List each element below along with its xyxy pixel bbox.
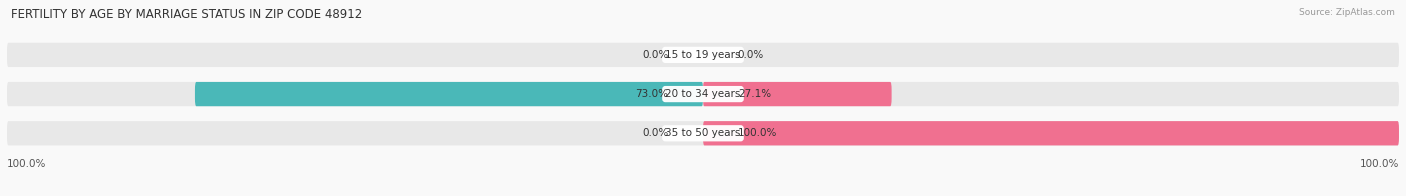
- Text: 15 to 19 years: 15 to 19 years: [665, 50, 741, 60]
- FancyBboxPatch shape: [703, 82, 891, 106]
- FancyBboxPatch shape: [7, 43, 1399, 67]
- Text: 100.0%: 100.0%: [7, 159, 46, 169]
- Text: 100.0%: 100.0%: [1360, 159, 1399, 169]
- Text: 73.0%: 73.0%: [636, 89, 668, 99]
- Text: 27.1%: 27.1%: [738, 89, 770, 99]
- Text: FERTILITY BY AGE BY MARRIAGE STATUS IN ZIP CODE 48912: FERTILITY BY AGE BY MARRIAGE STATUS IN Z…: [11, 8, 363, 21]
- FancyBboxPatch shape: [195, 82, 703, 106]
- FancyBboxPatch shape: [703, 121, 1399, 145]
- Text: 35 to 50 years: 35 to 50 years: [665, 128, 741, 138]
- Text: 0.0%: 0.0%: [643, 50, 668, 60]
- FancyBboxPatch shape: [7, 82, 1399, 106]
- Text: 0.0%: 0.0%: [738, 50, 763, 60]
- Text: 100.0%: 100.0%: [738, 128, 778, 138]
- Text: Source: ZipAtlas.com: Source: ZipAtlas.com: [1299, 8, 1395, 17]
- Text: 0.0%: 0.0%: [643, 128, 668, 138]
- FancyBboxPatch shape: [7, 121, 1399, 145]
- Text: 20 to 34 years: 20 to 34 years: [665, 89, 741, 99]
